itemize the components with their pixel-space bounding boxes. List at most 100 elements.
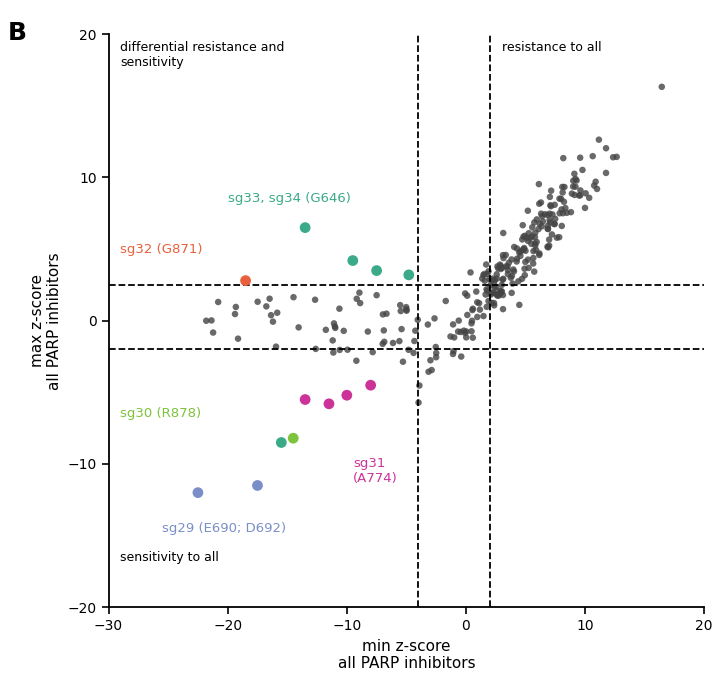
Point xyxy=(252,296,264,307)
Point xyxy=(387,338,399,348)
Point xyxy=(455,327,467,338)
Point xyxy=(545,185,557,196)
Point xyxy=(479,275,491,286)
Point xyxy=(483,273,495,284)
Point xyxy=(607,152,619,163)
Point xyxy=(461,326,472,337)
Point xyxy=(600,143,612,154)
Point xyxy=(496,274,508,285)
Text: sg33, sg34 (G646): sg33, sg34 (G646) xyxy=(228,193,351,206)
Point xyxy=(459,327,471,338)
Point xyxy=(534,198,545,209)
Point xyxy=(232,333,244,344)
Point xyxy=(516,234,528,245)
Point xyxy=(543,240,555,251)
Point xyxy=(535,208,547,219)
Point xyxy=(299,394,311,405)
Point xyxy=(192,487,204,498)
Text: differential resistance and
sensitivity: differential resistance and sensitivity xyxy=(121,41,285,69)
Point xyxy=(488,300,500,311)
Point xyxy=(408,347,419,358)
Point xyxy=(534,250,545,261)
Point xyxy=(327,335,339,346)
Point xyxy=(478,311,489,322)
Point xyxy=(549,200,561,211)
Point xyxy=(520,246,531,257)
Point xyxy=(507,278,518,289)
Point xyxy=(497,273,509,284)
Point xyxy=(495,263,507,274)
Point xyxy=(424,355,436,366)
Point xyxy=(502,265,514,276)
Point xyxy=(351,294,363,305)
Point xyxy=(496,286,507,297)
Point xyxy=(470,286,482,297)
Point xyxy=(252,480,264,491)
Point xyxy=(567,176,579,187)
Point xyxy=(267,316,279,327)
Point xyxy=(535,197,547,208)
Point xyxy=(577,165,588,176)
Point xyxy=(520,257,531,268)
Point xyxy=(492,263,504,274)
Point xyxy=(474,304,486,315)
Point xyxy=(464,267,476,278)
Point xyxy=(600,167,612,178)
Point xyxy=(459,288,471,299)
Point xyxy=(270,341,282,352)
Point xyxy=(480,259,492,270)
Point xyxy=(213,296,224,307)
Point xyxy=(472,297,483,308)
Point xyxy=(550,213,561,224)
Point xyxy=(551,232,563,243)
Point xyxy=(513,276,524,287)
Point xyxy=(546,229,558,240)
Point xyxy=(517,220,529,230)
Point xyxy=(430,342,442,353)
Point xyxy=(261,301,272,312)
Point xyxy=(381,308,392,319)
Point xyxy=(351,355,363,366)
Point xyxy=(513,247,525,258)
Point xyxy=(497,304,509,315)
Point xyxy=(347,255,359,266)
Point xyxy=(377,309,389,320)
Point xyxy=(447,348,459,359)
Point xyxy=(558,182,570,193)
Point xyxy=(486,287,497,298)
Point xyxy=(531,237,542,248)
Point xyxy=(466,318,478,329)
Point xyxy=(560,202,571,213)
Point xyxy=(542,224,554,235)
Point xyxy=(500,250,512,261)
Point xyxy=(482,285,494,296)
Text: sg30 (R878): sg30 (R878) xyxy=(121,407,202,421)
Point xyxy=(288,433,299,444)
Point xyxy=(338,325,349,336)
Point xyxy=(426,364,438,375)
Point xyxy=(557,187,569,198)
Point xyxy=(497,228,509,239)
Text: sensitivity to all: sensitivity to all xyxy=(121,552,219,565)
Point xyxy=(483,265,494,276)
Point xyxy=(555,204,567,215)
Point xyxy=(565,206,577,217)
Point xyxy=(496,263,508,274)
Point xyxy=(397,356,409,367)
Point xyxy=(539,209,551,220)
Point xyxy=(529,227,541,238)
Point xyxy=(590,176,601,187)
Point xyxy=(521,233,533,244)
Point xyxy=(508,266,520,277)
Point xyxy=(466,326,478,337)
Point xyxy=(394,335,405,346)
Point xyxy=(554,208,566,219)
Point xyxy=(548,219,560,230)
Point xyxy=(533,178,545,189)
Point xyxy=(467,332,478,343)
Point xyxy=(378,325,389,336)
Point xyxy=(462,309,473,320)
Point xyxy=(491,269,502,280)
Point xyxy=(275,437,287,448)
Point xyxy=(430,348,442,359)
